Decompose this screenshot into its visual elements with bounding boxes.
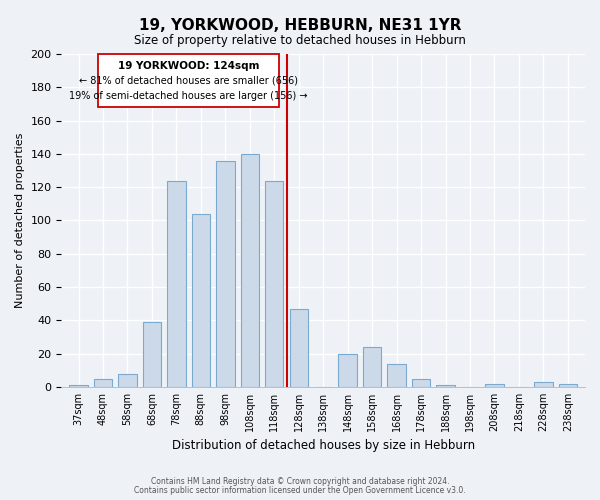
Bar [388, 364, 406, 387]
Text: ← 81% of detached houses are smaller (656): ← 81% of detached houses are smaller (65… [79, 76, 298, 86]
Bar [338, 354, 357, 387]
X-axis label: Distribution of detached houses by size in Hebburn: Distribution of detached houses by size … [172, 440, 475, 452]
Bar [534, 382, 553, 387]
Text: Contains HM Land Registry data © Crown copyright and database right 2024.: Contains HM Land Registry data © Crown c… [151, 477, 449, 486]
Bar [265, 180, 283, 387]
Bar [290, 308, 308, 387]
Bar [143, 322, 161, 387]
Bar [191, 214, 210, 387]
Bar [559, 384, 577, 387]
Bar [216, 160, 235, 387]
Bar [118, 374, 137, 387]
Bar [241, 154, 259, 387]
Text: Contains public sector information licensed under the Open Government Licence v3: Contains public sector information licen… [134, 486, 466, 495]
Bar [363, 347, 382, 387]
Text: 19, YORKWOOD, HEBBURN, NE31 1YR: 19, YORKWOOD, HEBBURN, NE31 1YR [139, 18, 461, 32]
Bar [70, 386, 88, 387]
Bar [167, 180, 185, 387]
Text: 19 YORKWOOD: 124sqm: 19 YORKWOOD: 124sqm [118, 60, 259, 70]
Bar [412, 378, 430, 387]
Y-axis label: Number of detached properties: Number of detached properties [15, 133, 25, 308]
Bar [485, 384, 503, 387]
Bar [94, 378, 112, 387]
FancyBboxPatch shape [98, 54, 279, 108]
Bar [436, 386, 455, 387]
Text: Size of property relative to detached houses in Hebburn: Size of property relative to detached ho… [134, 34, 466, 47]
Title: Size of property relative to detached houses in Hebburn: Size of property relative to detached ho… [0, 499, 1, 500]
Text: 19% of semi-detached houses are larger (156) →: 19% of semi-detached houses are larger (… [70, 90, 308, 101]
